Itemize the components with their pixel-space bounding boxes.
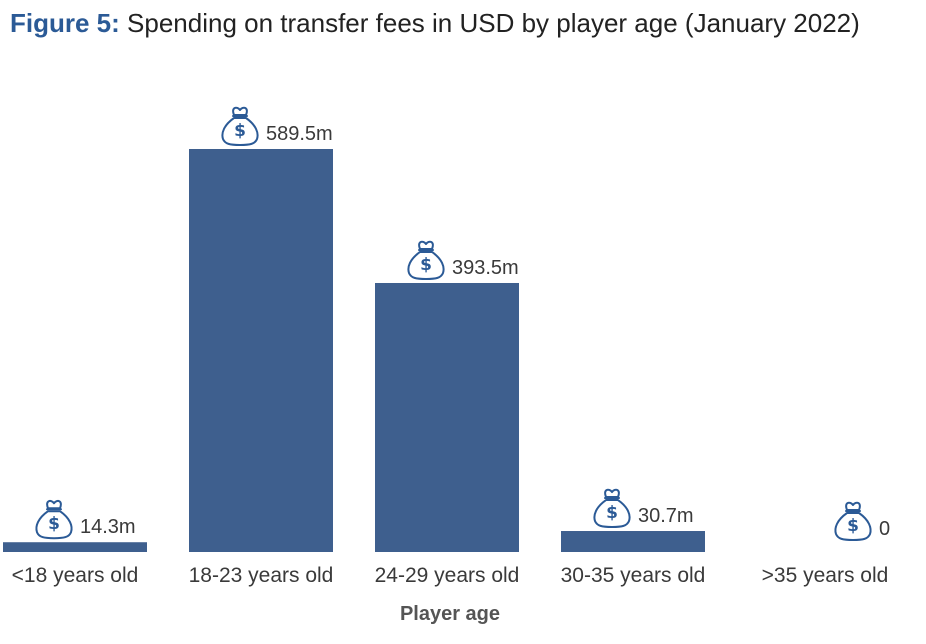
- money-bag-icon: $: [407, 240, 445, 280]
- money-bag-icon: $: [221, 106, 259, 146]
- x-tick-label: >35 years old: [762, 564, 889, 587]
- figure-number: Figure 5:: [10, 8, 120, 38]
- bar: [3, 542, 147, 552]
- bar: [561, 531, 705, 552]
- x-tick-labels: <18 years old 18-23 years old 24-29 years …: [12, 564, 889, 587]
- chart-title: Figure 5: Spending on transfer fees in U…: [10, 6, 860, 40]
- bars-layer: [3, 149, 705, 552]
- value-label: 393.5m: [452, 257, 519, 279]
- x-tick-label: <18 years old: [12, 564, 139, 587]
- svg-text:$: $: [606, 503, 618, 523]
- x-tick-label: 24-29 years old: [375, 564, 520, 587]
- money-bag-icon: $: [593, 488, 631, 529]
- bar: [189, 149, 333, 552]
- value-labels-layer: 14.3m 589.5m 393.5m 30.7m 0: [80, 123, 890, 540]
- money-bag-icon: $: [834, 501, 872, 541]
- x-tick-label: 30-35 years old: [561, 564, 706, 587]
- x-axis-title: Player age: [400, 603, 500, 625]
- svg-text:$: $: [48, 514, 60, 534]
- svg-text:$: $: [847, 516, 859, 536]
- value-label: 14.3m: [80, 516, 136, 538]
- figure-title-text: Spending on transfer fees in USD by play…: [127, 8, 860, 38]
- bar: [375, 282, 519, 552]
- svg-text:$: $: [234, 121, 246, 141]
- icons-layer: $ $ $ $ $: [35, 106, 872, 541]
- value-label: 589.5m: [266, 123, 333, 145]
- money-bag-icon: $: [35, 499, 73, 540]
- value-label: 0: [879, 518, 890, 540]
- value-label: 30.7m: [638, 505, 694, 527]
- svg-text:$: $: [420, 255, 432, 275]
- x-tick-label: 18-23 years old: [189, 564, 334, 587]
